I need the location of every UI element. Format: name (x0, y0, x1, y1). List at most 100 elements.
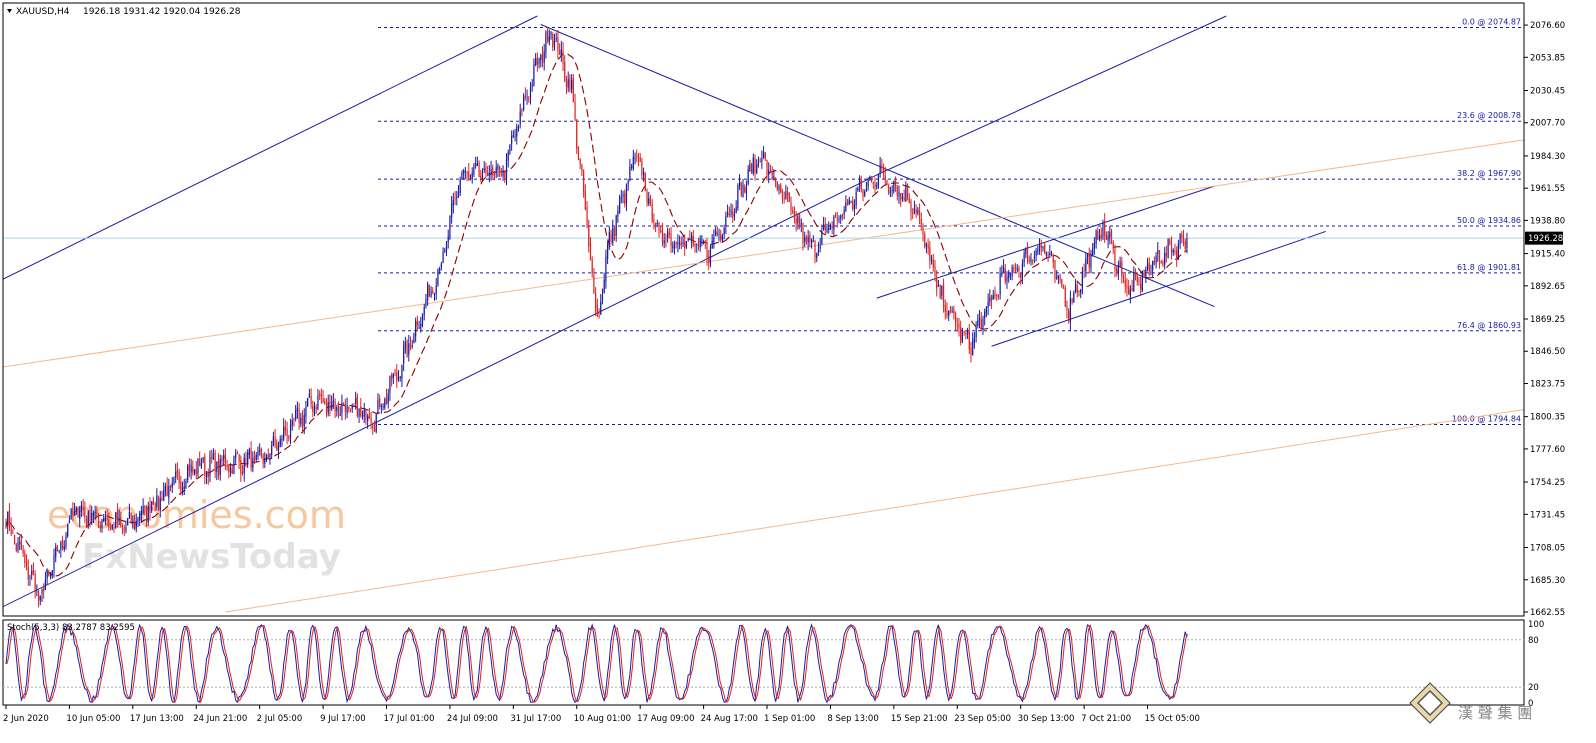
candle-body (963, 331, 965, 333)
candle-body (721, 235, 724, 241)
time-tick-label: 30 Sep 13:00 (1018, 714, 1075, 724)
candle-body (322, 398, 324, 403)
candle-body (1042, 246, 1044, 249)
candle-body (245, 458, 247, 466)
upper-channel-2-line (876, 185, 1215, 299)
candle-body (377, 400, 379, 414)
candle-body (1158, 250, 1161, 261)
candle-body (804, 237, 806, 242)
candle-body (188, 464, 190, 471)
candle-body (120, 517, 122, 527)
candle-body (1140, 283, 1142, 290)
trendlines[interactable] (0, 15, 1566, 613)
candle-body (643, 171, 645, 176)
candle-body (656, 223, 658, 225)
candle-body (523, 96, 525, 110)
candle-body (269, 454, 271, 457)
time-tick-label: 2 Jun 2020 (3, 714, 49, 724)
candle-body (127, 518, 129, 526)
candle-body (209, 456, 211, 477)
candle-body (956, 324, 958, 326)
candle-body (163, 489, 165, 501)
candle-body (1128, 286, 1130, 295)
candle-body (142, 506, 144, 513)
candle-body (1081, 271, 1083, 290)
candle-body (108, 519, 110, 528)
time-axis: 2 Jun 2020 10 Jun 05:00 17 Jun 13:00 24 Jun… (3, 705, 1200, 724)
candle-body (1117, 265, 1119, 273)
candle-body (1167, 239, 1169, 259)
candle-body (793, 211, 796, 219)
candle-body (805, 237, 808, 242)
candle-body (73, 511, 76, 516)
candle-body (531, 84, 533, 87)
candle-body (428, 285, 430, 297)
candle-body (754, 158, 756, 173)
candle-body (632, 156, 634, 169)
candle-body (733, 213, 736, 216)
candle-body (797, 215, 799, 224)
candle-body (661, 230, 664, 243)
company-logo: 漢 聲 集 團 (1409, 682, 1532, 724)
candle-body (653, 219, 655, 223)
candle-body (948, 310, 950, 316)
candle-body (454, 198, 456, 200)
candlesticks (5, 26, 1188, 608)
candle-body (939, 285, 941, 298)
candle-body (133, 521, 136, 531)
candle-body (828, 228, 830, 231)
candle-body (10, 524, 12, 534)
current-price-label: 1926.28 (1528, 234, 1563, 244)
candle-body (1122, 275, 1125, 280)
candle-body (1047, 253, 1049, 255)
time-tick-label: 15 Oct 05:00 (1145, 714, 1200, 724)
candle-body (685, 241, 688, 248)
candle-body (896, 185, 898, 196)
candle-body (730, 209, 732, 214)
candle-body (598, 315, 600, 317)
candle-body (492, 167, 494, 176)
candle-body (253, 456, 256, 461)
candle-body (809, 235, 811, 243)
candle-body (202, 458, 204, 462)
candle-body (603, 279, 605, 294)
candle-body (89, 510, 91, 522)
candle-body (456, 196, 458, 199)
candle-body (999, 273, 1001, 295)
candle-body (1030, 257, 1032, 263)
candle-body (77, 508, 79, 518)
candle-body (725, 215, 727, 226)
fib-level-label: 50.0 @ 1934.86 (1457, 216, 1521, 225)
fib-level-label: 38.2 @ 1967.90 (1457, 169, 1521, 178)
main-pane-border (2, 2, 1525, 617)
candle-body (932, 259, 934, 268)
candle-body (1083, 270, 1085, 272)
candle-body (627, 181, 629, 184)
current-price-tag: 1926.28 (1525, 231, 1563, 245)
candle-body (72, 507, 74, 516)
candle-body (20, 541, 23, 549)
time-tick-label: 8 Sep 13:00 (827, 714, 878, 724)
candle-body (327, 402, 329, 414)
candle-body (888, 185, 890, 194)
candle-body (540, 55, 542, 61)
candle-body (1181, 234, 1183, 238)
candle-body (574, 102, 576, 120)
candle-body (464, 171, 466, 173)
candle-body (87, 511, 89, 526)
candle-body (274, 436, 276, 445)
candle-body (320, 393, 322, 397)
candle-body (444, 250, 446, 252)
candle-body (584, 191, 586, 210)
candle-body (836, 218, 838, 220)
candle-body (159, 498, 161, 512)
price-tick-label: 1731.45 (1530, 510, 1565, 520)
logo-text: 漢 聲 集 團 (1458, 704, 1532, 722)
fib-level-label: 0.0 @ 2074.87 (1462, 18, 1521, 27)
candle-body (257, 450, 259, 457)
candle-body (845, 202, 847, 211)
candle-body (1069, 298, 1071, 322)
candle-body (852, 200, 854, 209)
price-axis: 2076.60 2053.85 2030.45 2007.70 1984.30 1961.… (1524, 21, 1565, 618)
